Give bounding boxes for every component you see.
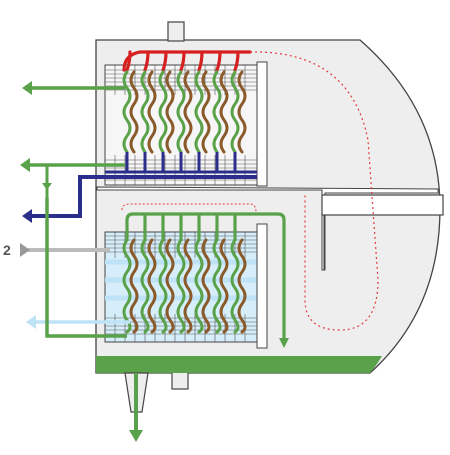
dark-blue-outlet [22,175,257,223]
arrow-icon [22,209,32,223]
arrow-icon [279,338,289,348]
left-green-return [45,198,127,338]
arrow-icon [42,183,52,190]
arrow-icon [20,158,30,172]
bottom-drain [124,372,149,442]
top-nozzle [167,21,185,42]
arrow-icon [20,243,30,257]
bottom-nozzle [171,371,189,390]
light-blue-outlet [26,315,130,329]
upper-tube-bundle [104,50,268,187]
divider-plate [96,186,439,271]
callout-2: 2 [3,242,11,258]
lower-tube-bundle [104,203,286,349]
arrow-icon [129,430,143,442]
middle-green-outlet [20,158,125,198]
arrow-icon [22,81,32,95]
top-green-outlet [22,81,125,95]
grey-inlet [20,243,110,257]
arrow-icon [26,315,36,329]
center-shaft [321,194,444,216]
condensate-pool [96,356,382,373]
